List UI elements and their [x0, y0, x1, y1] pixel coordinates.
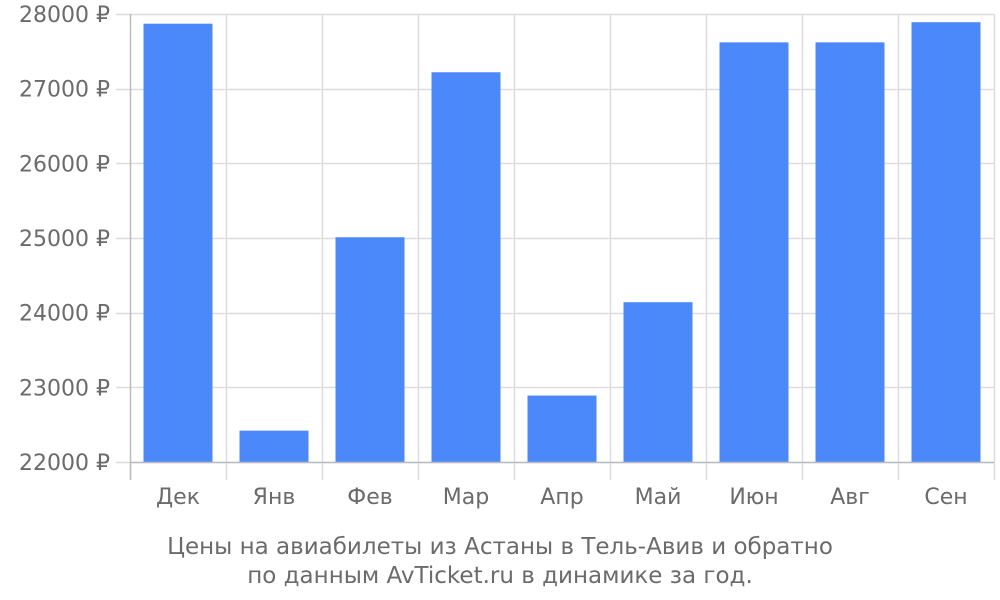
bar-5 — [527, 395, 597, 462]
y-tick-label: 27000 ₽ — [19, 78, 110, 103]
bar-7 — [719, 42, 789, 463]
chart-caption-line-1: Цены на авиабилеты из Астаны в Тель-Авив… — [167, 534, 833, 560]
y-tick-label: 23000 ₽ — [19, 376, 110, 401]
x-tick-label: Сен — [924, 485, 967, 510]
x-tick-label: Дек — [156, 485, 200, 510]
x-tick-label: Апр — [540, 485, 583, 510]
y-tick-label: 22000 ₽ — [19, 451, 110, 476]
bar-8 — [815, 42, 885, 463]
x-tick-label: Июн — [729, 485, 778, 510]
bar-2 — [239, 430, 309, 462]
bar-4 — [431, 72, 501, 463]
bar-6 — [623, 302, 693, 462]
x-tick-label: Май — [635, 485, 682, 510]
y-tick-label: 26000 ₽ — [19, 152, 110, 177]
y-tick-label: 25000 ₽ — [19, 227, 110, 252]
bar-9 — [911, 22, 981, 463]
y-tick-label: 28000 ₽ — [19, 3, 110, 28]
x-tick-label: Янв — [253, 485, 296, 510]
bar-1 — [143, 23, 213, 463]
x-tick-label: Мар — [443, 485, 489, 510]
bar-3 — [335, 237, 405, 462]
x-tick-label: Фев — [347, 485, 392, 510]
y-tick-label: 24000 ₽ — [19, 302, 110, 327]
x-tick-label: Авг — [830, 485, 870, 510]
chart-caption-line-2: по данным AvTicket.ru в динамике за год. — [247, 563, 753, 589]
